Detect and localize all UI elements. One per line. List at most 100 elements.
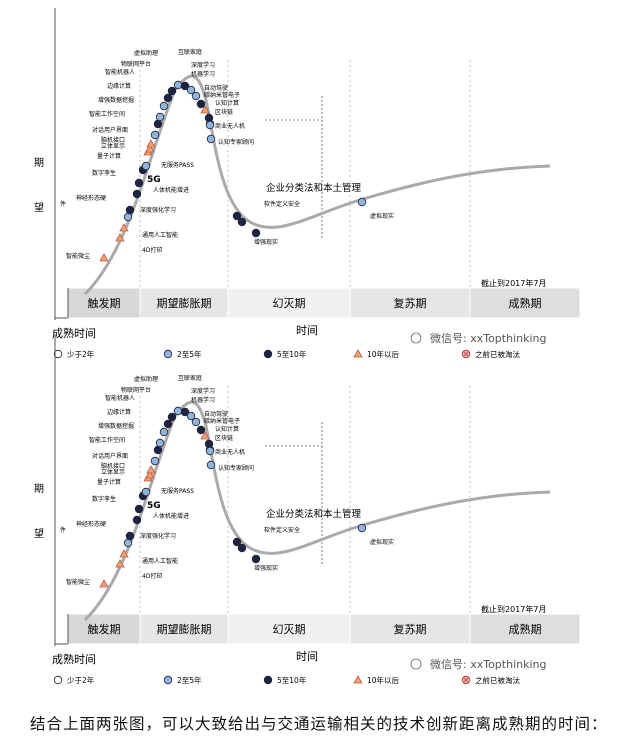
tech-marker — [205, 446, 215, 456]
x-axis-label: 时间 — [296, 324, 318, 337]
tech-marker — [251, 554, 261, 564]
tech-marker — [191, 417, 201, 427]
tech-label: 量子计算 — [97, 152, 121, 160]
tech-marker — [146, 139, 156, 148]
tech-label: 区块链 — [215, 108, 233, 116]
legend-label: 少于2年 — [67, 675, 95, 685]
phase-band — [67, 287, 141, 319]
tech-label: 智能工作空间 — [89, 436, 125, 444]
tech-label: 机器学习 — [191, 70, 215, 78]
tech-label: 企业分类法和本土管理 — [266, 182, 362, 194]
tech-marker — [167, 86, 177, 96]
phase-band — [349, 613, 471, 645]
tech-marker — [232, 211, 242, 221]
tech-label: 通用人工智能 — [142, 231, 178, 239]
phase-label: 成熟期 — [509, 296, 542, 310]
x-axis-label: 时间 — [296, 650, 318, 663]
tech-label: 物联网平台 — [121, 386, 151, 394]
wechat-icon — [410, 332, 422, 344]
tech-label: 深度强化学习 — [140, 532, 176, 540]
phase-label: 触发期 — [88, 296, 121, 310]
legend-marker-cross — [463, 677, 469, 683]
tech-marker — [186, 411, 196, 421]
tech-marker — [145, 470, 155, 479]
tech-label: 虚拟助理 — [134, 49, 158, 57]
tech-label: 智能机器人 — [105, 68, 135, 76]
tech-marker — [163, 419, 173, 429]
tech-marker — [146, 465, 156, 474]
phase-label: 触发期 — [88, 622, 121, 636]
phase-label: 期望膨胀期 — [157, 622, 212, 636]
tech-marker — [123, 212, 133, 222]
tech-marker — [200, 105, 210, 114]
watermark-text: 微信号: xxTopthinking — [430, 331, 546, 345]
phase-band — [139, 287, 229, 319]
tech-label: 互联家庭 — [178, 48, 202, 56]
tech-label: 4D打印 — [142, 246, 162, 254]
tech-label: 商业无人机 — [215, 122, 245, 130]
tech-label: 增强现实 — [254, 564, 278, 572]
y-axis-label-char: 望 — [34, 527, 44, 540]
phase-label: 幻灭期 — [273, 623, 306, 636]
cutoff-note: 截止到2017年7月 — [481, 278, 546, 288]
hype-curve-line — [83, 74, 551, 296]
x-start-label: 成熟时间 — [52, 326, 96, 340]
tech-label: 通用人工智能 — [142, 557, 178, 565]
tech-label: 件 — [60, 526, 66, 534]
tech-label: 智能机器人 — [105, 394, 135, 402]
tech-label: 深度学习 — [191, 61, 215, 69]
caption-text: 结合上面两张图，可以大致给出与交通运输相关的技术创新距离成熟期的时间： — [30, 715, 608, 733]
tech-label: 增强数据挖掘 — [98, 96, 134, 104]
tech-label: 对话用户界面 — [92, 452, 128, 460]
legend-marker — [163, 349, 173, 359]
phase-band — [139, 613, 229, 645]
phase-band — [67, 613, 141, 645]
watermark-text: 微信号: xxTopthinking — [430, 657, 546, 671]
tech-marker — [200, 431, 210, 440]
tech-label: 深度学习 — [191, 387, 215, 395]
tech-marker — [205, 120, 215, 130]
tech-label: 5G — [147, 175, 161, 185]
tech-label: 认知专家顾问 — [218, 138, 254, 146]
tech-label: 智能工作空间 — [89, 110, 125, 118]
phase-label: 幻灭期 — [273, 297, 306, 310]
wechat-icon — [410, 658, 422, 670]
legend-marker — [263, 675, 273, 685]
tech-label: 边缘计算 — [107, 82, 131, 90]
tech-label: 数字孪生 — [92, 169, 116, 177]
phase-label: 期望膨胀期 — [157, 296, 212, 310]
tech-label: 无服务PASS — [161, 161, 194, 169]
tech-label: 互联家庭 — [178, 374, 202, 382]
tech-label: 深度强化学习 — [140, 206, 176, 214]
legend-marker — [263, 349, 273, 359]
tech-marker — [145, 144, 155, 153]
tech-label: 5G — [147, 501, 161, 511]
tech-marker — [206, 460, 216, 470]
legend-label: 5至10年 — [277, 349, 307, 359]
tech-marker — [196, 425, 206, 435]
tech-label: 边缘计算 — [107, 408, 131, 416]
tech-marker — [159, 101, 169, 111]
tech-label: 数字孪生 — [92, 495, 116, 503]
phase-band — [469, 613, 581, 645]
tech-marker — [191, 91, 201, 101]
tech-marker — [99, 579, 109, 588]
tech-marker — [132, 515, 142, 525]
hype-curve-line — [83, 400, 551, 622]
tech-label: 物联网平台 — [121, 60, 151, 68]
legend-label: 之前已被淘汰 — [475, 349, 520, 359]
tech-marker — [155, 438, 165, 448]
legend-marker-cross — [463, 351, 469, 357]
tech-marker — [206, 134, 216, 144]
tech-marker — [155, 112, 165, 122]
y-axis-label-char: 期 — [34, 483, 44, 495]
tech-marker — [132, 189, 142, 199]
tech-label: 人体机能增进 — [153, 512, 189, 520]
tech-label: 区块链 — [215, 434, 233, 442]
tech-label: 虚拟助理 — [134, 375, 158, 383]
tech-marker — [173, 80, 183, 90]
tech-label: 智能微尘 — [66, 578, 90, 586]
